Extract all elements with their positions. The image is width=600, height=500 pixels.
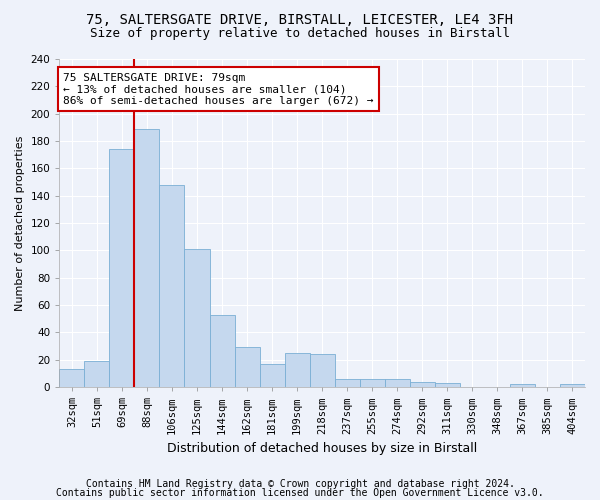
Bar [59, 370, 85, 387]
Bar [510, 384, 535, 387]
Bar [160, 185, 184, 387]
Text: 75 SALTERSGATE DRIVE: 79sqm
← 13% of detached houses are smaller (104)
86% of se: 75 SALTERSGATE DRIVE: 79sqm ← 13% of det… [63, 72, 374, 106]
Bar [360, 379, 385, 387]
Bar [310, 354, 335, 387]
Bar [134, 128, 160, 387]
Bar [260, 364, 284, 387]
Bar [85, 361, 109, 387]
Text: Size of property relative to detached houses in Birstall: Size of property relative to detached ho… [90, 28, 510, 40]
Bar [109, 149, 134, 387]
Text: Contains HM Land Registry data © Crown copyright and database right 2024.: Contains HM Land Registry data © Crown c… [86, 479, 514, 489]
Bar [235, 348, 260, 387]
X-axis label: Distribution of detached houses by size in Birstall: Distribution of detached houses by size … [167, 442, 477, 455]
Bar [284, 353, 310, 387]
Bar [335, 379, 360, 387]
Y-axis label: Number of detached properties: Number of detached properties [15, 136, 25, 311]
Bar [184, 249, 209, 387]
Bar [209, 314, 235, 387]
Bar [435, 383, 460, 387]
Text: 75, SALTERSGATE DRIVE, BIRSTALL, LEICESTER, LE4 3FH: 75, SALTERSGATE DRIVE, BIRSTALL, LEICEST… [86, 12, 514, 26]
Text: Contains public sector information licensed under the Open Government Licence v3: Contains public sector information licen… [56, 488, 544, 498]
Bar [560, 384, 585, 387]
Bar [385, 379, 410, 387]
Bar [410, 382, 435, 387]
